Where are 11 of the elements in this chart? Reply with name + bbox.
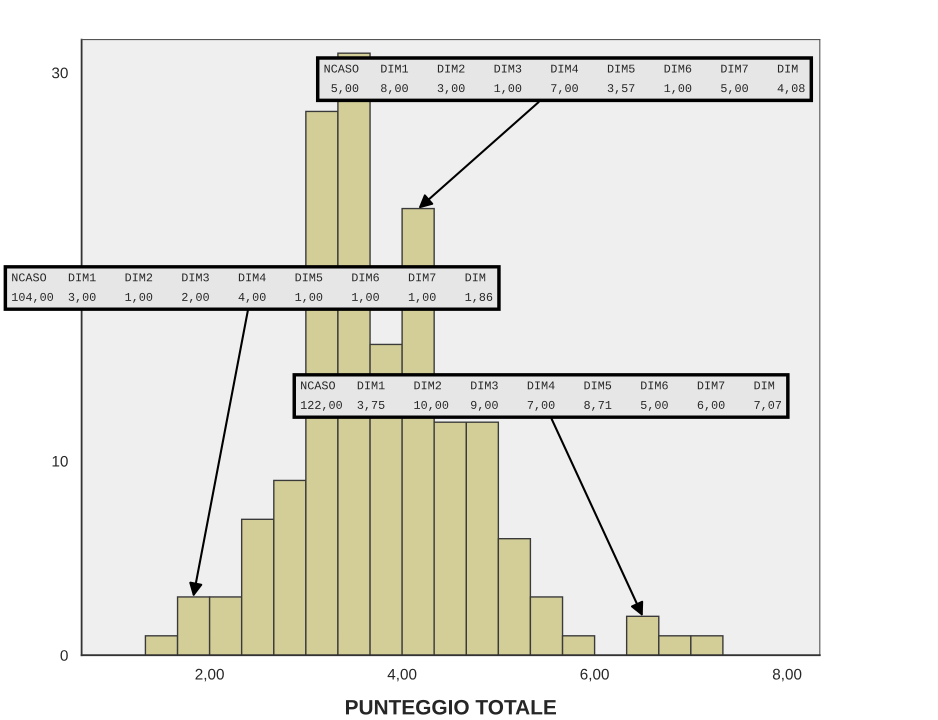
y-tick-label: 30 (52, 67, 68, 78)
x-tick-label: 2,00 (196, 668, 224, 682)
annotation: NCASO DIM1 DIM2 DIM3 DIM4 DIM5 DIM6 DIM7 DIM 104,00 3,00 1,00 2,00 4,00 1,00 1,00 1,00 1,86 (12, 273, 492, 303)
annotation: NCASO DIM1 DIM2 DIM3 DIM4 DIM5 DIM6 DIM7 DIM 5,00 8,00 3,00 1,00 7,00 3,57 1,00 5,00 4,08 (324, 64, 805, 94)
x-tick-label: 8,00 (772, 668, 802, 682)
y-tick-label: 0 (60, 650, 68, 661)
x-tick-label: 4,00 (388, 668, 416, 682)
y-tick-label: 10 (52, 456, 68, 467)
x-axis-title: PUNTEGGIO TOTALE (346, 700, 556, 715)
annotation: NCASO DIM1 DIM2 DIM3 DIM4 DIM5 DIM6 DIM7 DIM 122,00 3,75 10,00 9,00 7,00 8,71 5,00 6,00 7,07 (301, 381, 781, 411)
x-tick-label: 6,00 (580, 668, 609, 682)
